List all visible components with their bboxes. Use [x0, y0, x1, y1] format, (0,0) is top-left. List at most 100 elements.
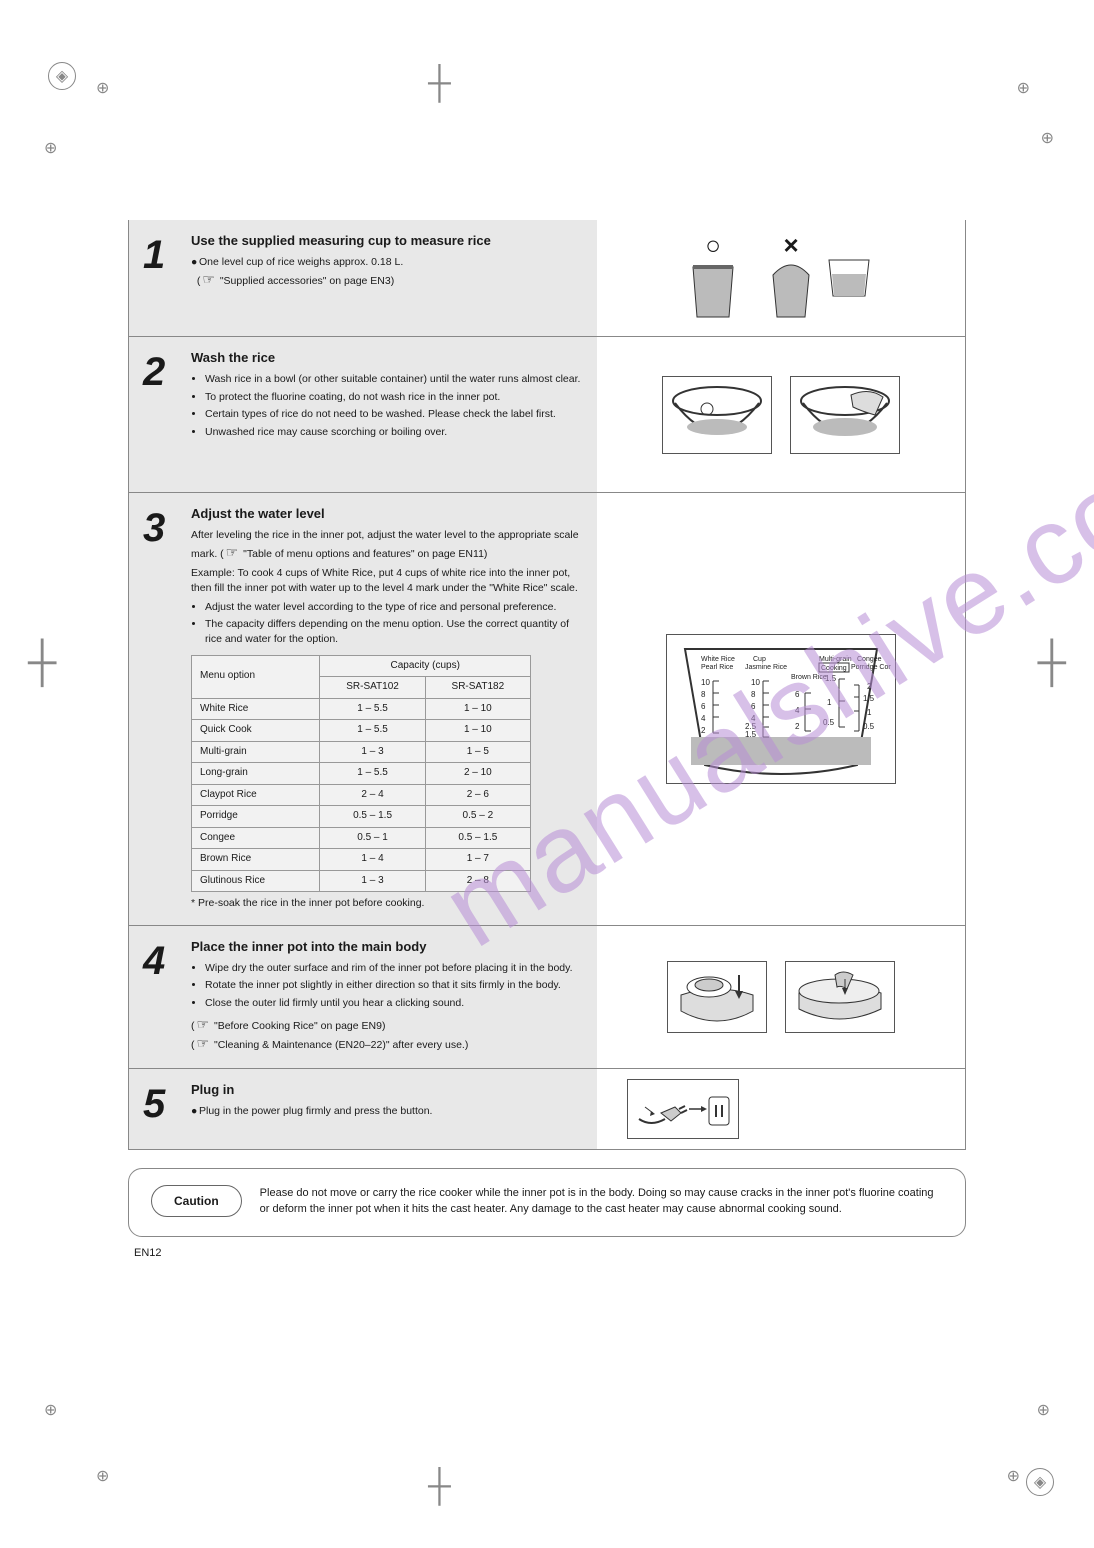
step-1-right: ○ × [597, 220, 965, 336]
reg-mark-br: ⊕ [1037, 1400, 1050, 1420]
svg-text:6: 6 [751, 702, 756, 711]
table-row: White Rice1 – 5.51 – 10 [192, 698, 531, 720]
table-row: Glutinous Rice1 – 32 – 8 [192, 870, 531, 892]
svg-text:Multi-grain: Multi-grain [819, 656, 852, 663]
step-4-left: 4 Place the inner pot into the main body… [129, 926, 597, 1068]
reg-mark-tr: ⊕ [1017, 78, 1030, 98]
step-2-notes: Wash rice in a bowl (or other suitable c… [191, 372, 581, 440]
step-4-notes: Wipe dry the outer surface and rim of th… [191, 961, 581, 1054]
caution-text: Please do not move or carry the rice coo… [260, 1185, 943, 1218]
reg-mark-tl3: ⊕ [44, 138, 57, 158]
svg-text:2: 2 [867, 682, 872, 691]
svg-text:0.5: 0.5 [823, 718, 835, 727]
svg-text:1: 1 [827, 698, 832, 707]
step-2-left: 2 Wash the rice Wash rice in a bowl (or … [129, 337, 597, 492]
reg-mark-bottom: ┼ [428, 1467, 451, 1504]
step-2-number: 2 [143, 343, 165, 401]
reg-mark-right: ┼ [1038, 640, 1066, 685]
svg-text:8: 8 [751, 690, 756, 699]
reg-mark-tl: ◈ [48, 62, 76, 90]
reg-mark-tr2: ⊕ [1041, 128, 1054, 148]
svg-text:6: 6 [701, 702, 706, 711]
table-row: Claypot Rice2 – 42 – 6 [192, 784, 531, 806]
table-row: Long-grain1 – 5.52 – 10 [192, 763, 531, 785]
plug-in-icon [627, 1079, 739, 1139]
svg-text:6: 6 [795, 690, 800, 699]
ng-symbol: × [767, 230, 815, 261]
step-3-title: Adjust the water level [191, 505, 581, 524]
svg-text:White Rice: White Rice [701, 656, 735, 663]
inner-pot-scale-icon: White RicePearl Rice CupJasmine Rice Bro… [666, 634, 896, 784]
step-2-row: 2 Wash the rice Wash rice in a bowl (or … [128, 337, 966, 493]
step-5-left: 5 Plug in ●Plug in the power plug firmly… [129, 1069, 597, 1149]
reg-mark-br3: ◈ [1026, 1468, 1054, 1496]
step-1-title: Use the supplied measuring cup to measur… [191, 232, 581, 251]
svg-text:Brown Rice: Brown Rice [791, 674, 827, 681]
step-3-row: 3 Adjust the water level After leveling … [128, 493, 966, 926]
step-3-text: After leveling the rice in the inner pot… [191, 528, 581, 647]
svg-text:8: 8 [701, 690, 706, 699]
cup-level-icon [689, 261, 737, 321]
svg-text:1.5: 1.5 [863, 694, 875, 703]
step-2-right [597, 337, 965, 492]
step-4-right [597, 926, 965, 1068]
hand-icon: ☞ [226, 544, 239, 560]
svg-text:4: 4 [701, 714, 706, 723]
step-1-left: 1 Use the supplied measuring cup to meas… [129, 220, 597, 336]
close-lid-icon [785, 961, 895, 1033]
ok-symbol: ○ [689, 230, 737, 261]
svg-text:2: 2 [701, 726, 706, 735]
reg-mark-br2: ⊕ [1007, 1466, 1020, 1486]
step-5-right [597, 1069, 965, 1149]
svg-text:1.5: 1.5 [825, 674, 837, 683]
step-1-row: 1 Use the supplied measuring cup to meas… [128, 220, 966, 337]
step-2-title: Wash the rice [191, 349, 581, 368]
step-3-left: 3 Adjust the water level After leveling … [129, 493, 597, 925]
page-number: EN12 [128, 1247, 966, 1259]
step-5-number: 5 [143, 1075, 165, 1133]
svg-text:1.5: 1.5 [745, 730, 757, 739]
svg-text:2: 2 [795, 722, 800, 731]
svg-text:Jasmine Rice: Jasmine Rice [745, 664, 787, 671]
hand-icon: ☞ [197, 1016, 210, 1032]
svg-text:0.5: 0.5 [863, 722, 875, 731]
reg-mark-tl2: ⊕ [96, 78, 109, 98]
step-1-note: ●One level cup of rice weighs approx. 0.… [191, 255, 581, 289]
step-5-title: Plug in [191, 1081, 581, 1100]
wash-bowl-1-icon [662, 376, 772, 454]
step-4-row: 4 Place the inner pot into the main body… [128, 926, 966, 1069]
step-4-title: Place the inner pot into the main body [191, 938, 581, 957]
wash-bowl-2-icon [790, 376, 900, 454]
insert-pot-icon [667, 961, 767, 1033]
hand-icon: ☞ [197, 1035, 210, 1051]
step-1-number: 1 [143, 226, 165, 284]
svg-text:Porridge Congee: Porridge Congee [851, 664, 891, 671]
svg-text:10: 10 [751, 678, 760, 687]
reg-mark-bl: ⊕ [44, 1400, 57, 1420]
caution-box: Caution Please do not move or carry the … [128, 1168, 966, 1237]
svg-text:Cooking: Cooking [821, 665, 847, 672]
caution-label: Caution [151, 1185, 242, 1217]
svg-text:Pearl Rice: Pearl Rice [701, 664, 733, 671]
table-row: Quick Cook1 – 5.51 – 10 [192, 720, 531, 742]
reg-mark-top: ┼ [428, 64, 451, 101]
step-5-row: 5 Plug in ●Plug in the power plug firmly… [128, 1069, 966, 1150]
table-row: Multi-grain1 – 31 – 5 [192, 741, 531, 763]
svg-text:Congee: Congee [857, 656, 882, 663]
table-row: Brown Rice1 – 41 – 7 [192, 849, 531, 871]
step-3-right: White RicePearl Rice CupJasmine Rice Bro… [597, 493, 965, 925]
step-3-number: 3 [143, 499, 165, 557]
svg-text:Cup: Cup [753, 656, 766, 663]
table-footnote: * Pre-soak the rice in the inner pot bef… [191, 896, 581, 911]
capacity-table: Menu option Capacity (cups) SR-SAT102 SR… [191, 655, 531, 893]
step-5-note: ●Plug in the power plug firmly and press… [191, 1104, 581, 1119]
cup-heaped-icon [767, 261, 815, 321]
cup-under-icon [825, 256, 873, 300]
svg-text:1: 1 [867, 708, 872, 717]
hand-icon: ☞ [202, 271, 215, 287]
manual-page: manualshive.com 1 Use the supplied measu… [128, 220, 966, 1259]
table-row: Congee0.5 – 10.5 – 1.5 [192, 827, 531, 849]
svg-text:10: 10 [701, 678, 710, 687]
reg-mark-bl2: ⊕ [96, 1466, 109, 1486]
step-4-number: 4 [143, 932, 165, 990]
